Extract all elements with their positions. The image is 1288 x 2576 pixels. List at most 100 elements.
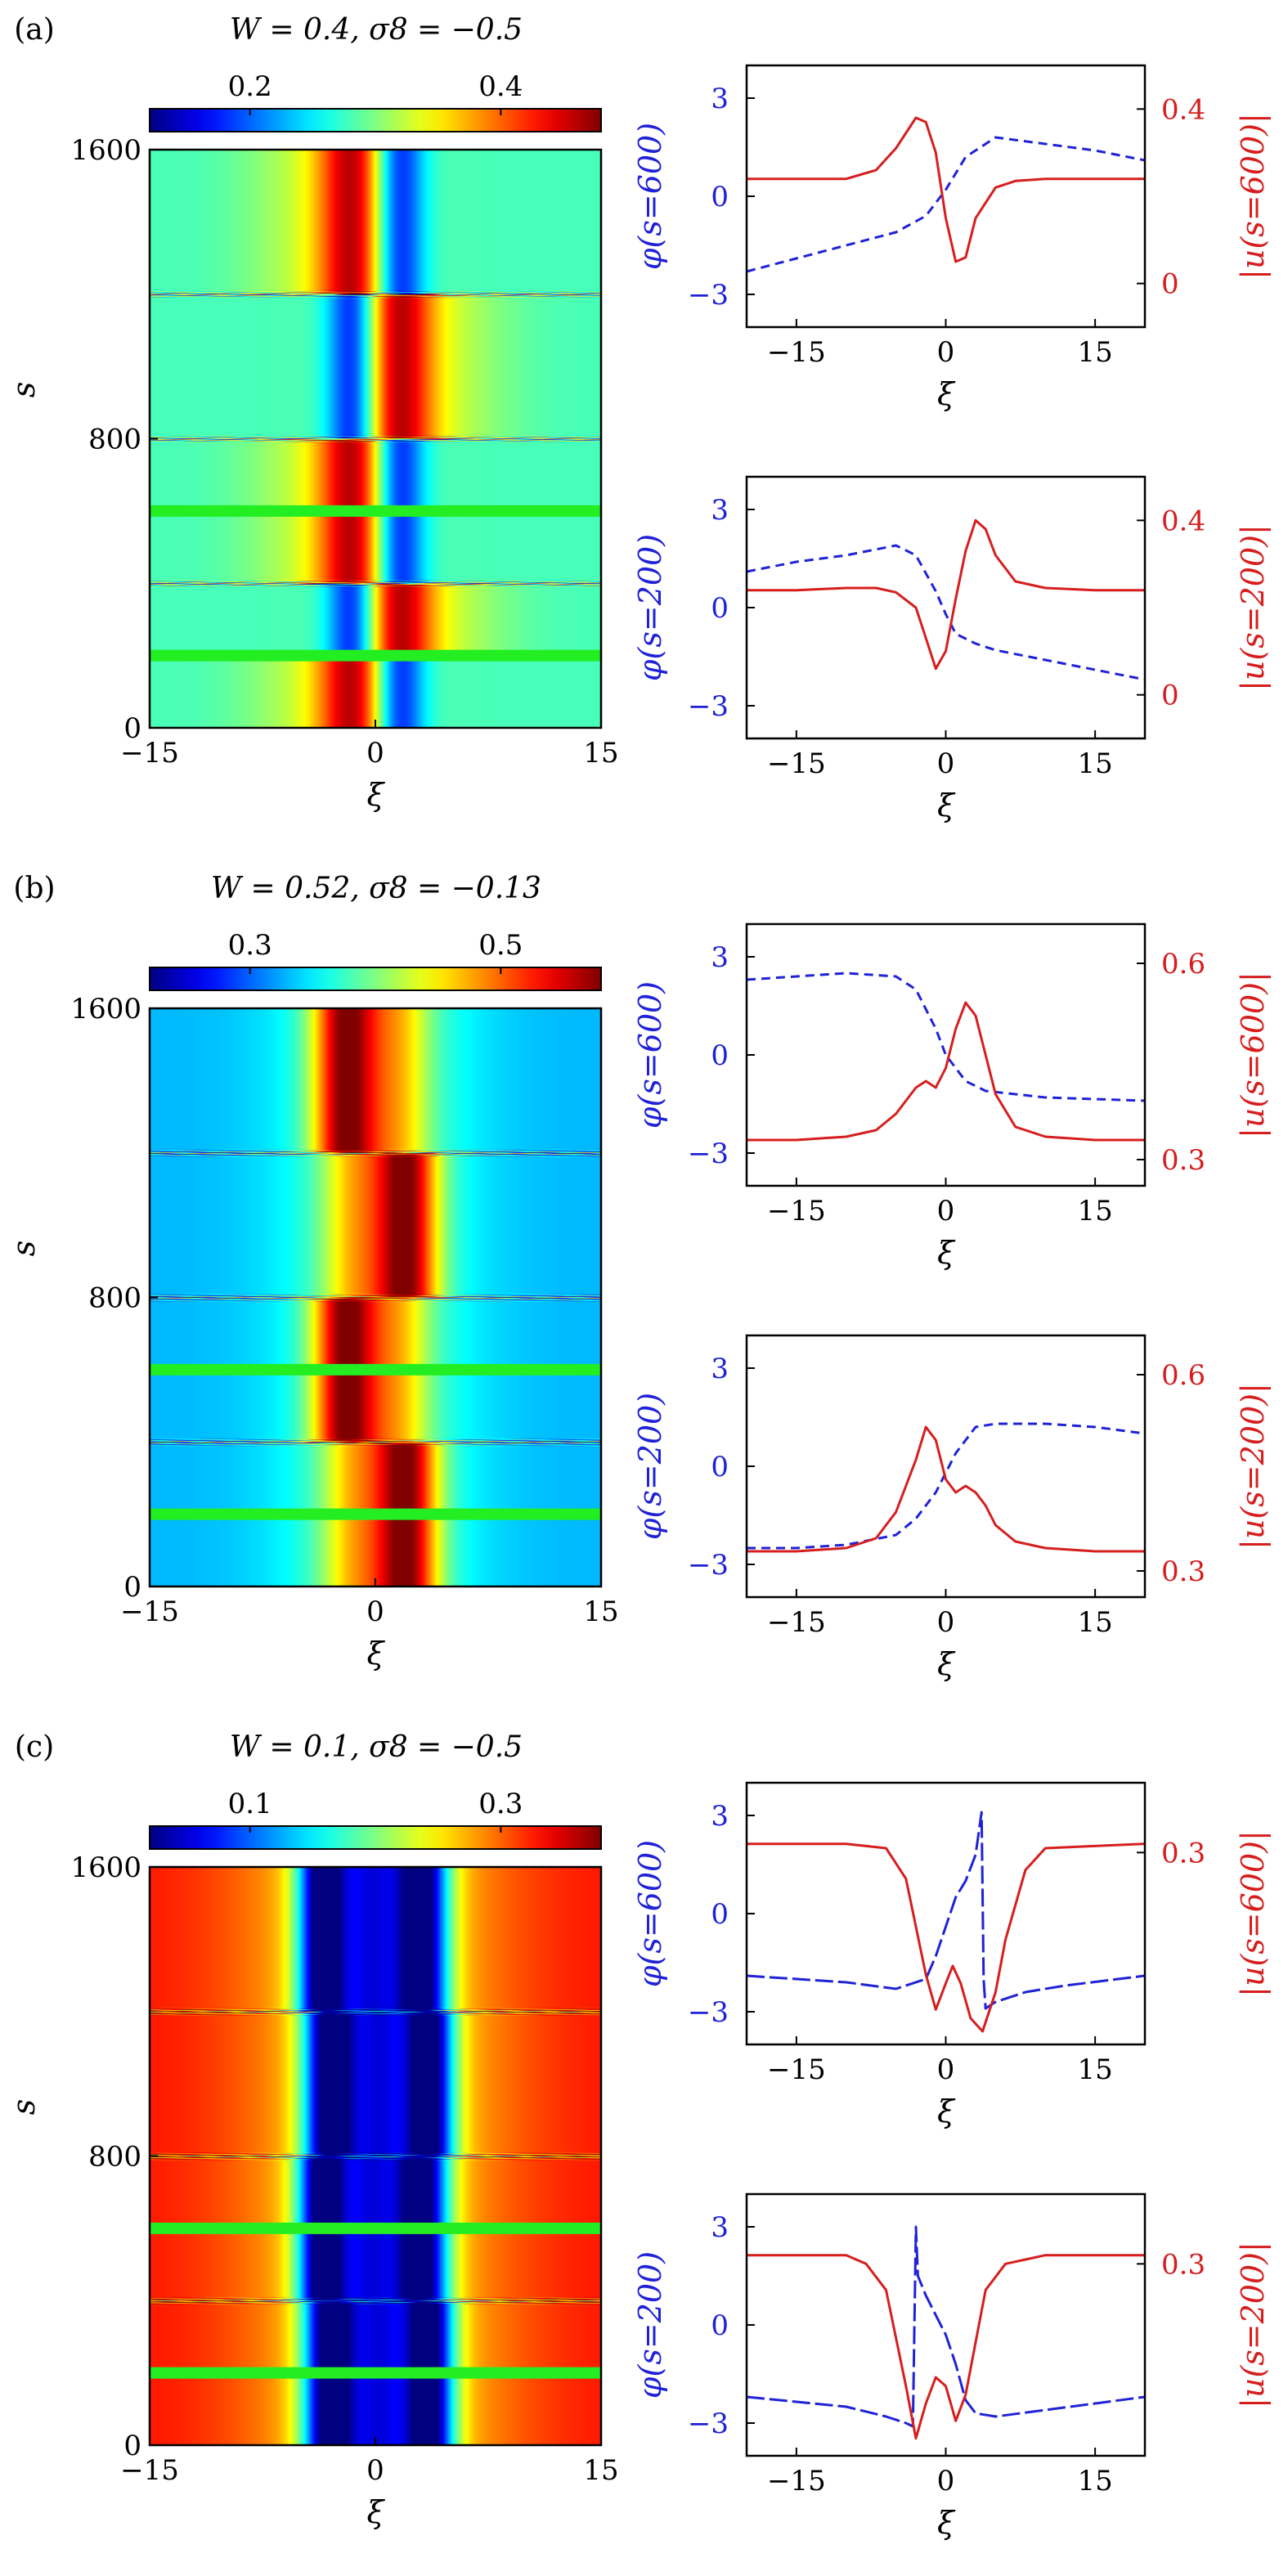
line-plot-top: −15 0 15 −3 0 3 0 0.4 ξ φ(s=600) |u(s=600)| [632, 64, 1271, 412]
y-right-axis-label: |u(s=600)| [1235, 113, 1271, 280]
marker-line [150, 1508, 601, 1520]
x-tick-label: 0 [366, 1595, 384, 1628]
colorbar-tick-label: 0.3 [228, 929, 272, 962]
y-axis-label: s [6, 2099, 42, 2116]
x-tick-label: 15 [583, 2454, 618, 2487]
y-tick-label: 1600 [70, 993, 141, 1025]
y-left-tick-label: −3 [688, 279, 729, 312]
phase-curve [746, 2225, 1146, 2428]
heatmap [150, 150, 601, 728]
marker-line [150, 1363, 601, 1376]
colorbar-tick-label: 0.4 [478, 70, 523, 103]
y-left-tick-label: −3 [688, 2408, 729, 2440]
colorbar [149, 108, 602, 132]
y-right-axis-label: |u(s=600)| [1235, 972, 1271, 1138]
y-left-tick-label: −3 [688, 1549, 729, 1582]
y-left-tick-label: 0 [711, 1898, 729, 1931]
amplitude-curve [747, 1425, 1145, 1553]
y-left-tick-label: 3 [711, 2211, 729, 2244]
x-tick-label: 15 [583, 1595, 618, 1628]
marker-line [150, 2222, 601, 2234]
y-tick-label: 0 [123, 712, 141, 745]
colorbar [149, 967, 602, 991]
plot-frame [745, 475, 1147, 740]
x-tick-label: 0 [937, 1195, 955, 1227]
y-left-axis-label: φ(s=200) [632, 1393, 668, 1540]
y-left-tick-label: 0 [711, 2309, 729, 2342]
y-tick-label: 1600 [70, 134, 141, 167]
y-right-axis-label: |u(s=200)| [1235, 524, 1271, 691]
x-axis-label: ξ [937, 2094, 956, 2129]
y-left-tick-label: 0 [711, 181, 729, 213]
x-axis-label: ξ [937, 376, 956, 412]
panel-label: (c) [15, 1730, 54, 1764]
amplitude-curve [747, 1842, 1146, 2033]
plot-frame [745, 64, 1147, 329]
x-tick-label: 0 [937, 336, 955, 369]
y-right-tick-label: 0.3 [1161, 1555, 1205, 1588]
x-tick-label: 15 [1077, 747, 1112, 780]
line-plot-bottom: −15 0 15 −3 0 3 0.3 ξ φ(s=200) |u(s=200)| [632, 2192, 1271, 2541]
x-tick-label: 15 [583, 737, 618, 770]
y-tick-label: 800 [88, 1282, 141, 1315]
marker-line [150, 649, 601, 662]
y-right-axis-label: |u(s=600)| [1235, 1830, 1271, 1997]
colorbar-tick-label: 0.2 [228, 70, 272, 103]
heatmap [150, 1008, 601, 1586]
amplitude-curve [747, 518, 1145, 671]
y-right-tick-label: 0 [1161, 268, 1179, 301]
colorbar [149, 1825, 602, 1850]
y-left-tick-label: −3 [688, 690, 729, 723]
phase-curve [746, 972, 1146, 1102]
y-right-tick-label: 0.6 [1161, 1359, 1205, 1392]
x-tick-label: −15 [767, 336, 826, 369]
panel-a: (a) W = 0.4, σ8 = −0.50.2 0.4−15 0 150800160… [6, 13, 1271, 824]
line-plot-top: −15 0 15 −3 0 3 0.3 ξ φ(s=600) |u(s=600)| [632, 1781, 1271, 2129]
y-left-tick-label: 3 [711, 1800, 729, 1833]
colorbar-tick-label: 0.3 [478, 1788, 523, 1820]
y-left-tick-label: 0 [711, 1451, 729, 1483]
amplitude-curve [747, 2254, 1145, 2440]
y-left-tick-label: 0 [711, 1039, 729, 1072]
panel-label: (a) [14, 13, 55, 47]
x-tick-label: −15 [767, 747, 826, 780]
x-tick-label: −15 [767, 1195, 826, 1227]
y-left-tick-label: 3 [711, 83, 729, 115]
phase-curve [746, 136, 1146, 273]
y-left-axis-label: φ(s=600) [632, 1840, 668, 1987]
panel-label: (b) [13, 872, 55, 905]
line-plot-bottom: −15 0 15 −3 0 3 0 0.4 ξ φ(s=200) |u(s=200)| [632, 475, 1271, 824]
x-tick-label: −15 [767, 1606, 826, 1639]
y-right-tick-label: 0.3 [1161, 1144, 1205, 1177]
y-left-axis-label: φ(s=600) [632, 981, 668, 1129]
y-right-tick-label: 0.4 [1161, 505, 1205, 537]
line-plot-bottom: −15 0 15 −3 0 3 0.3 0.6 ξ φ(s=200) |u(s=200)| [632, 1334, 1271, 1682]
x-tick-label: 15 [1077, 1195, 1112, 1227]
y-axis-label: s [6, 1241, 42, 1257]
amplitude-curve [747, 1001, 1145, 1142]
heatmap-title: W = 0.4, σ8 = −0.5 [230, 13, 523, 47]
plot-frame [745, 1334, 1147, 1599]
colorbar-tick-label: 0.5 [478, 929, 523, 962]
x-axis-label: ξ [367, 2494, 386, 2530]
phase-curve [747, 1422, 1146, 1550]
marker-line [150, 2367, 601, 2379]
y-left-axis-label: φ(s=200) [632, 534, 668, 681]
x-tick-label: 0 [366, 737, 384, 770]
panel-c: (c) W = 0.1, σ8 = −0.50.1 0.3−15 0 150800160… [6, 1730, 1271, 2541]
x-axis-label: ξ [367, 777, 386, 813]
x-axis-label: ξ [937, 1235, 956, 1271]
plot-frame [745, 2192, 1147, 2457]
y-right-tick-label: 0.3 [1161, 1837, 1205, 1869]
x-axis-label: ξ [937, 1646, 956, 1682]
marker-line [150, 505, 601, 517]
phase-curve [746, 1811, 1146, 2010]
y-tick-label: 800 [88, 2141, 141, 2174]
x-tick-label: −15 [120, 2454, 179, 2487]
x-tick-label: −15 [767, 2465, 826, 2497]
y-right-tick-label: 0.4 [1161, 93, 1205, 126]
x-tick-label: 0 [937, 2053, 955, 2086]
y-tick-label: 0 [123, 2430, 141, 2462]
x-tick-label: −15 [120, 737, 179, 770]
